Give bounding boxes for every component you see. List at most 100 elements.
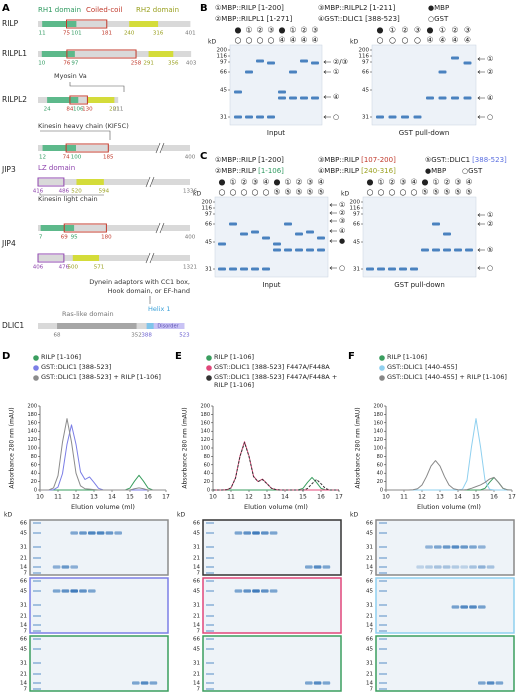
residue-number: 258	[131, 61, 142, 67]
ladder-band	[33, 604, 41, 606]
lane-header: ①	[245, 26, 252, 35]
domain	[41, 51, 75, 57]
y-tick-label: 0	[207, 488, 210, 494]
break-mark	[145, 252, 155, 264]
bracket	[40, 130, 111, 140]
legend-entry: ①MBP::RILP [1-200]	[215, 156, 284, 164]
marker-label: 45	[362, 88, 369, 94]
marker-label: 31	[193, 603, 200, 609]
marker-label: 14	[20, 565, 27, 571]
lane-header: ③	[251, 178, 258, 187]
gel-band	[478, 681, 486, 685]
protein-bar	[38, 145, 190, 151]
gel-band	[218, 242, 226, 246]
gel-band	[262, 267, 270, 271]
y-tick-label: 200	[27, 404, 37, 410]
domain	[57, 323, 137, 329]
y-tick-label: 120	[373, 437, 383, 443]
marker-label: 21	[20, 672, 27, 678]
legend-text: GST::DLIC1 [388-523]	[41, 364, 112, 371]
break-mark	[155, 142, 165, 154]
gel-band	[425, 565, 433, 569]
lane-header: ⑤	[273, 188, 280, 197]
lane-header: ○	[389, 188, 396, 197]
lane-header: ●	[422, 178, 429, 187]
series-line	[386, 418, 512, 491]
legend-marker	[33, 365, 39, 371]
legend-marker	[206, 375, 212, 381]
legend-marker	[379, 365, 385, 371]
ladder-band	[33, 688, 41, 690]
band-arrow	[477, 266, 485, 270]
gel-band	[245, 70, 253, 74]
legend-marker	[33, 355, 39, 361]
ladder-band	[33, 590, 41, 592]
residue-number: 95	[71, 235, 78, 241]
ladder-band	[206, 630, 214, 632]
x-tick-label: 11	[227, 494, 235, 501]
gel-band	[149, 681, 158, 685]
annotation: Ras-like domain	[62, 310, 114, 318]
legend-entry: ●MBP	[425, 167, 446, 175]
lane-header: ⑤	[454, 188, 461, 197]
ladder-band	[33, 546, 41, 548]
gel-band	[240, 232, 248, 236]
gel	[229, 44, 323, 126]
gel-band	[295, 232, 303, 236]
x-tick-label: 14	[281, 494, 289, 501]
lane-header: ③	[311, 26, 318, 35]
marker-label: 97	[220, 60, 227, 66]
lane-header: ④	[464, 36, 471, 45]
ladder-band	[379, 557, 387, 559]
ladder-band	[33, 572, 41, 574]
gel-band	[245, 115, 253, 119]
protein-name: JIP3	[1, 165, 16, 174]
x-tick-label: 12	[245, 494, 253, 501]
gel-band	[366, 267, 374, 271]
y-tick-label: 60	[31, 462, 37, 468]
y-tick-label: 180	[27, 412, 37, 418]
gel-band	[96, 531, 105, 535]
residue-number: 130	[82, 107, 93, 113]
band-arrow	[477, 213, 485, 217]
lane-header: ④	[289, 36, 296, 45]
gel-band	[79, 589, 87, 593]
legend-label: ○GST	[428, 15, 449, 23]
x-axis-label: Elution volume (ml)	[244, 503, 308, 511]
lane-header: ①	[439, 26, 446, 35]
unit-label: kD	[341, 191, 349, 198]
band-label: ○	[487, 113, 493, 121]
annotation: LZ domain	[38, 164, 75, 172]
gel-band	[451, 565, 460, 569]
ladder-band	[206, 638, 214, 640]
ladder-band	[379, 522, 387, 524]
gel-band	[376, 115, 384, 119]
panel-label: A	[2, 3, 10, 14]
marker-label: 21	[20, 556, 27, 562]
gel-band	[486, 681, 495, 685]
ladder-band	[206, 522, 214, 524]
gel-band	[478, 545, 486, 549]
ladder-band	[206, 673, 214, 675]
y-axis-label: Absorbance 280 nm (mAU)	[9, 407, 16, 488]
marker-label: 66	[353, 222, 360, 228]
marker-label: 14	[193, 681, 200, 687]
band-label: ②	[339, 209, 345, 217]
band-label: ②/③	[333, 58, 348, 66]
gel-band	[278, 96, 286, 100]
marker-label: 45	[366, 531, 373, 537]
protein-name: DLIC1	[2, 321, 24, 330]
unit-label: kD	[4, 512, 12, 519]
marker-label: 116	[359, 54, 370, 60]
gel-band	[234, 531, 243, 535]
ladder-band	[206, 546, 214, 548]
lane-header: ⑤	[295, 188, 302, 197]
ladder-band	[379, 673, 387, 675]
series-line	[213, 441, 339, 491]
legend-range: [1-200]	[258, 4, 284, 12]
legend-range: [240-316]	[361, 167, 396, 175]
gel-band	[252, 589, 260, 593]
y-tick-label: 100	[27, 446, 37, 452]
x-tick-label: 10	[36, 494, 44, 501]
legend-label: ●MBP	[425, 167, 446, 175]
